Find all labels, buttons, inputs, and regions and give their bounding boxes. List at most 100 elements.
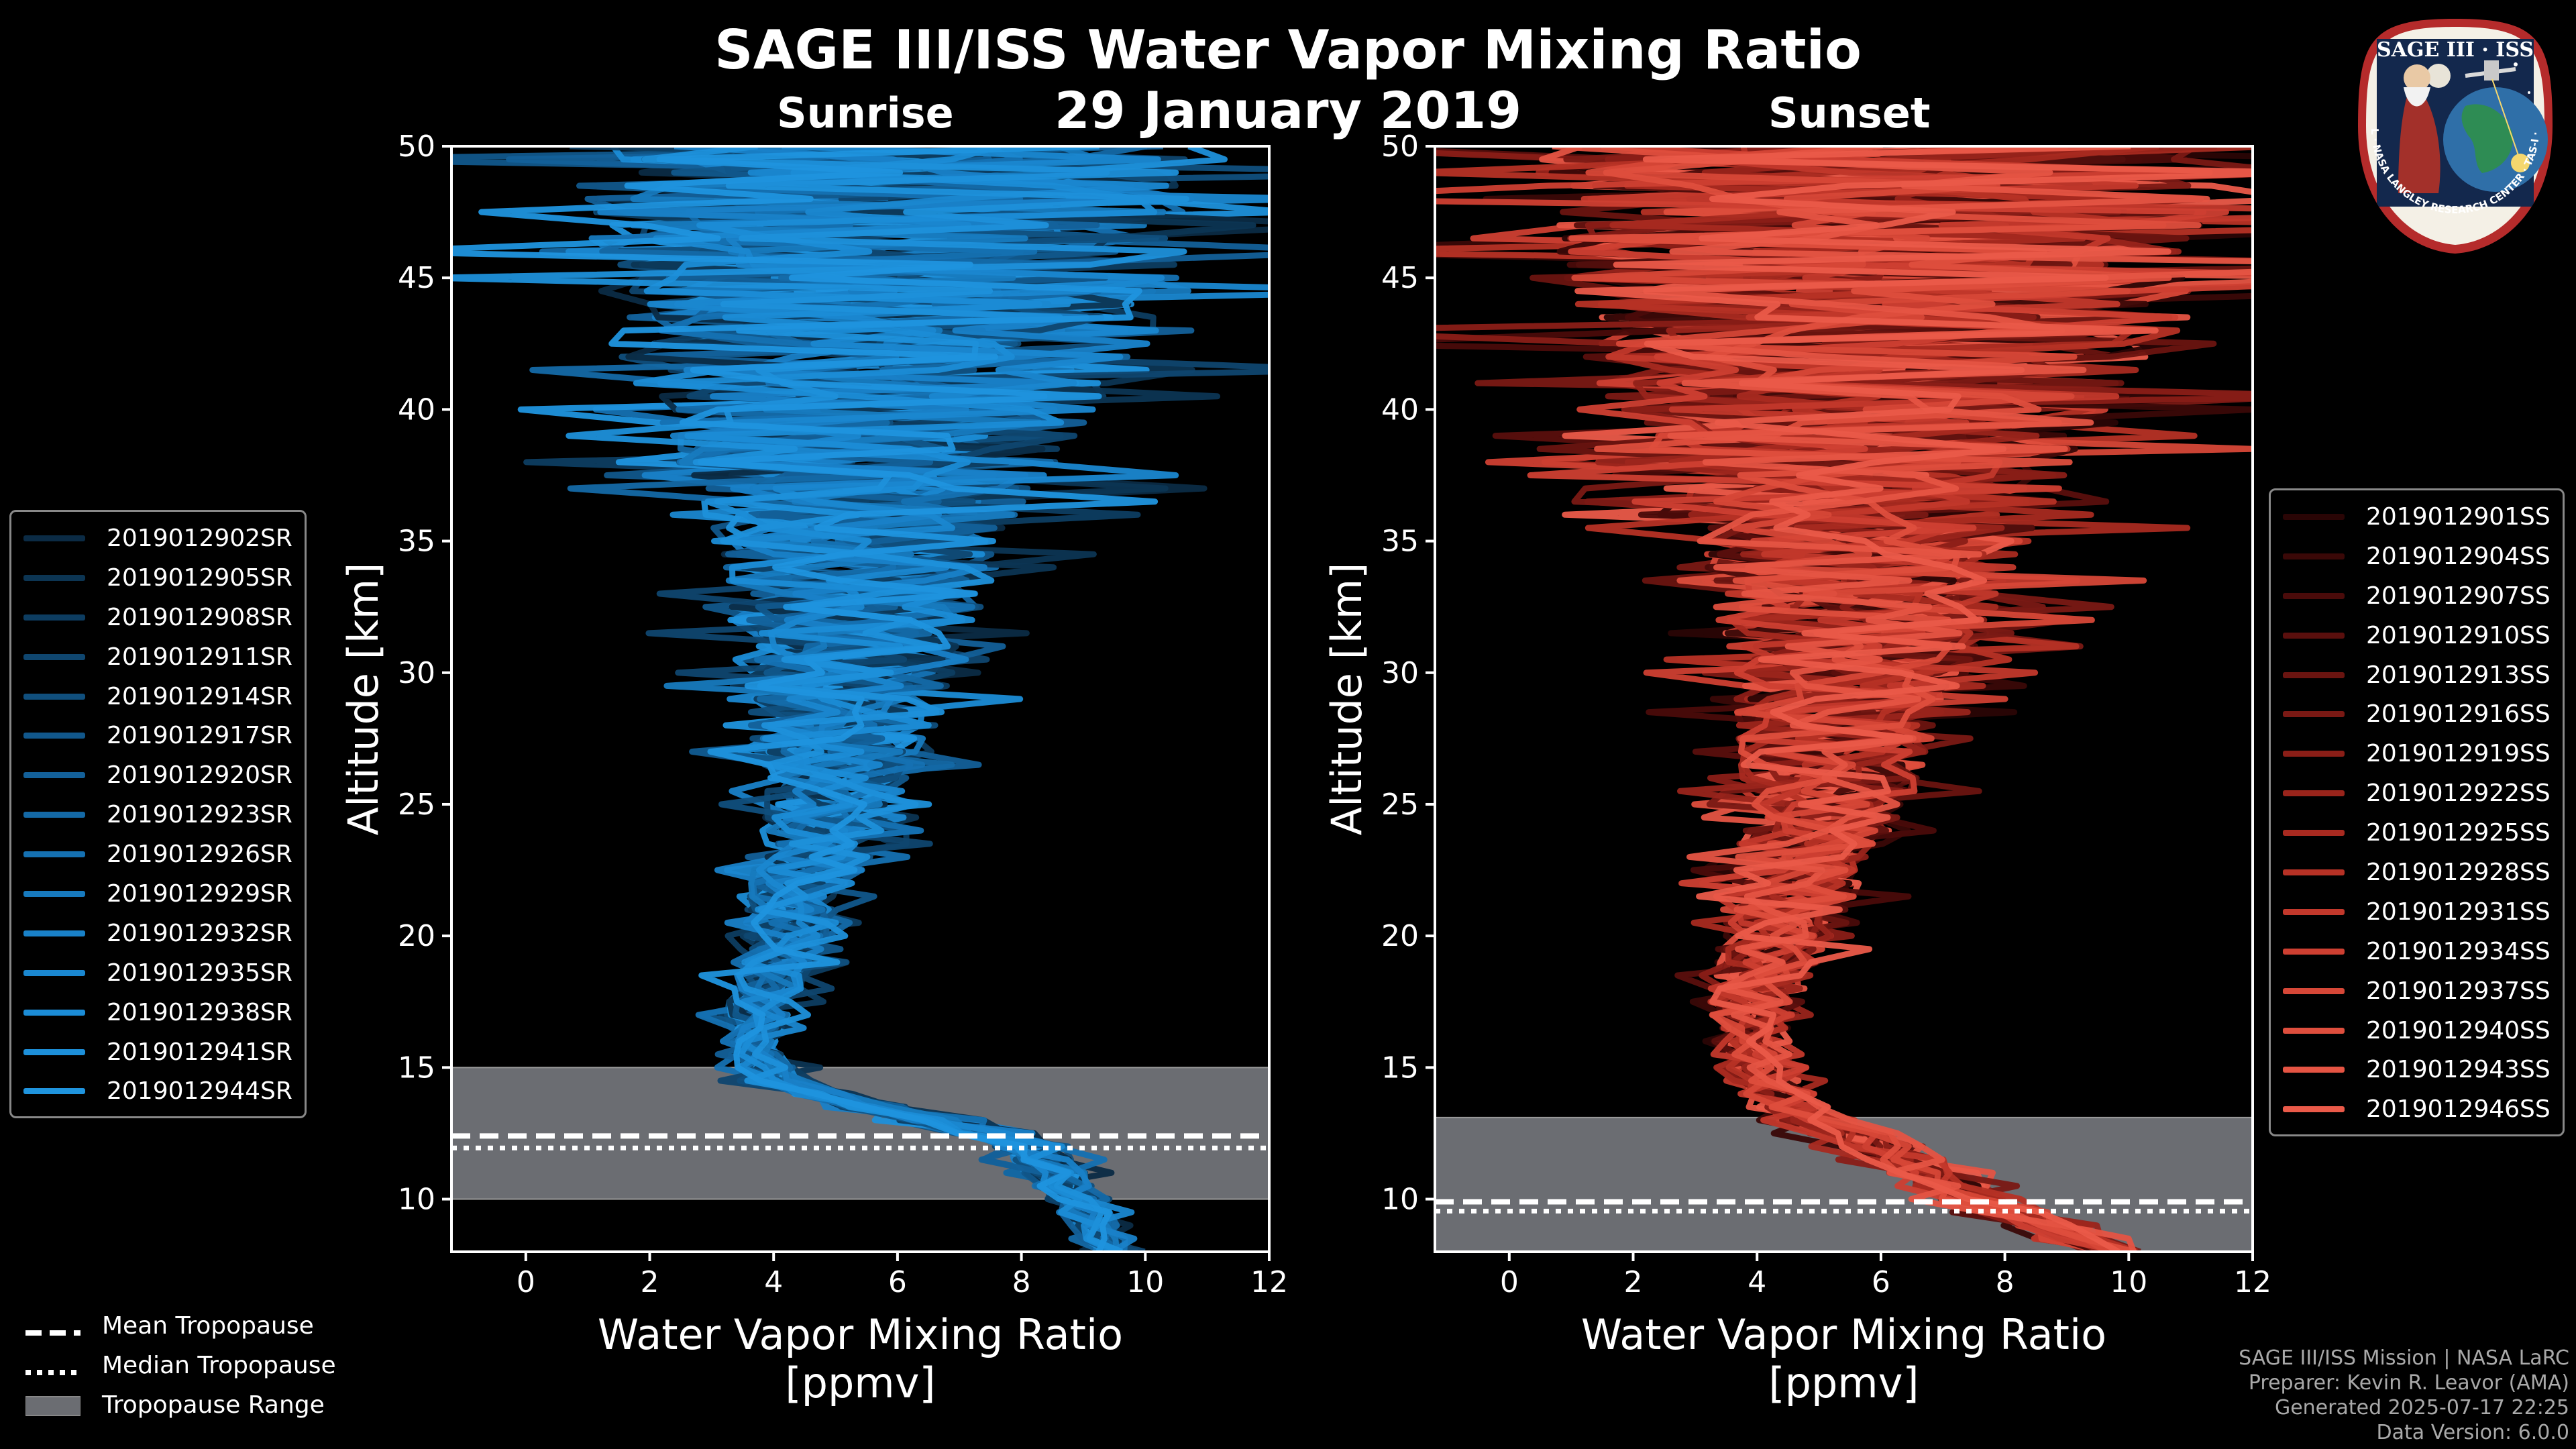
sunrise-legend-item: 2019012944SR — [23, 1071, 292, 1111]
sunrise-legend-swatch — [23, 693, 85, 700]
footer-version: Data Version: 6.0.0 — [2376, 1421, 2569, 1444]
footer-credits: SAGE III/ISS Mission | NASA LaRC Prepare… — [2239, 1346, 2569, 1445]
ss-profiles — [1435, 146, 2253, 1252]
sunset-legend-label: 2019012931SS — [2366, 898, 2551, 926]
sunset-legend-item: 2019012925SS — [2283, 813, 2551, 853]
sunrise-legend-label: 2019012902SR — [107, 524, 292, 552]
ss-xtick-label: 6 — [1872, 1265, 1890, 1299]
ss-xtick-label: 0 — [1500, 1265, 1519, 1299]
sunset-legend-item: 2019012934SS — [2283, 932, 2551, 971]
sunrise-legend-item: 2019012938SR — [23, 993, 292, 1032]
sr-profile-line — [643, 146, 1158, 1252]
sunrise-legend-swatch — [23, 733, 85, 739]
sunset-legend-item: 2019012907SS — [2283, 576, 2551, 616]
sunset-legend-item: 2019012901SS — [2283, 497, 2551, 537]
sr-profiles — [451, 146, 1269, 1252]
sunrise-legend-item: 2019012929SR — [23, 874, 292, 914]
mean-tropopause-key — [25, 1319, 80, 1336]
sunrise-legend-swatch — [23, 930, 85, 936]
ss-ytick-label: 40 — [1381, 392, 1419, 427]
ss-ytick-label: 35 — [1381, 525, 1419, 559]
legend-tropopause-range: Tropopause Range — [25, 1391, 325, 1419]
ss-ytick-label: 15 — [1381, 1051, 1419, 1085]
sunset-legend-swatch — [2283, 672, 2345, 678]
sunrise-legend-swatch — [23, 969, 85, 976]
sunset-legend-swatch — [2283, 751, 2345, 757]
ss-xtick-label: 10 — [2110, 1265, 2147, 1299]
ss-axes-frame — [1434, 145, 2254, 1253]
sr-xtick-label: 0 — [517, 1265, 535, 1299]
sunrise-legend-swatch — [23, 1009, 85, 1016]
sunset-legend-swatch — [2283, 948, 2345, 955]
sr-profile-line — [451, 146, 1159, 1252]
sunset-legend-label: 2019012916SS — [2366, 700, 2551, 729]
sunset-legend-label: 2019012946SS — [2366, 1095, 2551, 1124]
sunset-legend-swatch — [2283, 592, 2345, 599]
footer-mission: SAGE III/ISS Mission | NASA LaRC — [2239, 1346, 2569, 1370]
sunrise-legend-swatch — [23, 851, 85, 858]
sunrise-legend-label: 2019012929SR — [107, 879, 292, 908]
sunrise-legend-item: 2019012902SR — [23, 519, 292, 558]
ss-ytick-label: 45 — [1381, 261, 1419, 295]
mean-tropopause-label: Mean Tropopause — [102, 1312, 314, 1340]
sage-mission-logo: SAGE III · ISS BALL · NASA LANGLEY RESEA… — [2345, 12, 2553, 254]
sunrise-legend-label: 2019012908SR — [107, 603, 292, 631]
sr-xtick-label: 10 — [1126, 1265, 1164, 1299]
sunset-legend-swatch — [2283, 987, 2345, 994]
sunset-legend-swatch — [2283, 632, 2345, 639]
sunrise-legend-swatch — [23, 653, 85, 660]
ss-profile-line — [1574, 146, 2253, 1252]
sunset-legend-swatch — [2283, 1067, 2345, 1073]
sunset-legend-label: 2019012922SS — [2366, 780, 2551, 808]
sunrise-legend-swatch — [23, 812, 85, 818]
sunrise-legend-item: 2019012920SR — [23, 755, 292, 795]
sr-xaxis-label: Water Vapor Mixing Ratio — [598, 1310, 1123, 1359]
sunrise-legend-swatch — [23, 1049, 85, 1055]
sunrise-legend: 2019012902SR 2019012905SR 2019012908SR 2019… — [9, 510, 307, 1119]
sunset-legend-item: 2019012913SS — [2283, 655, 2551, 695]
sunrise-legend-item: 2019012905SR — [23, 558, 292, 598]
sunset-legend-label: 2019012913SS — [2366, 661, 2551, 689]
sunset-legend-item: 2019012931SS — [2283, 892, 2551, 932]
ss-xaxis-label: Water Vapor Mixing Ratio — [1581, 1310, 2106, 1359]
sunrise-legend-label: 2019012917SR — [107, 722, 292, 750]
sunset-legend-item: 2019012919SS — [2283, 734, 2551, 773]
sunset-legend-label: 2019012937SS — [2366, 977, 2551, 1005]
ss-xtick-label: 2 — [1624, 1265, 1643, 1299]
footer-preparer: Preparer: Kevin R. Leavor (AMA) — [2248, 1371, 2569, 1395]
sunset-legend: 2019012901SS 2019012904SS 2019012907SS 2019… — [2269, 488, 2565, 1137]
sunset-legend-swatch — [2283, 908, 2345, 915]
sunset-legend-swatch — [2283, 869, 2345, 875]
sunset-legend-label: 2019012910SS — [2366, 621, 2551, 649]
sunset-legend-swatch — [2283, 513, 2345, 520]
sunset-legend-label: 2019012907SS — [2366, 582, 2551, 610]
sr-ytick-label: 30 — [398, 656, 435, 690]
sr-ytick-label: 40 — [398, 392, 435, 427]
sunrise-legend-item: 2019012941SR — [23, 1032, 292, 1072]
tropopause-range-key — [25, 1395, 81, 1416]
sunset-legend-swatch — [2283, 790, 2345, 797]
sunset-legend-item: 2019012922SS — [2283, 773, 2551, 813]
median-tropopause-label: Median Tropopause — [102, 1352, 336, 1379]
ss-xaxis-label: [ppmv] — [1768, 1358, 1919, 1407]
sr-ytick-label: 15 — [398, 1051, 435, 1085]
ss-ytick-label: 20 — [1381, 919, 1419, 953]
sunrise-legend-label: 2019012941SR — [107, 1038, 292, 1066]
sunset-legend-item: 2019012928SS — [2283, 853, 2551, 892]
sr-ytick-label: 20 — [398, 919, 435, 953]
sunrise-legend-swatch — [23, 772, 85, 779]
ss-profile-line — [1552, 146, 2202, 1252]
figure-date: 29 January 2019 — [1054, 80, 1522, 140]
footer-generated: Generated 2025-07-17 22:25 — [2274, 1396, 2569, 1419]
sr-xtick-label: 8 — [1012, 1265, 1031, 1299]
sunrise-legend-swatch — [23, 890, 85, 897]
sunrise-legend-label: 2019012914SR — [107, 682, 292, 710]
sunset-legend-swatch — [2283, 553, 2345, 559]
ss-ytick-label: 10 — [1381, 1183, 1419, 1217]
ss-xtick-label: 4 — [1748, 1265, 1766, 1299]
sunrise-legend-label: 2019012938SR — [107, 998, 292, 1026]
sunrise-legend-item: 2019012914SR — [23, 677, 292, 716]
sunset-legend-item: 2019012904SS — [2283, 537, 2551, 576]
sunrise-legend-label: 2019012905SR — [107, 564, 292, 592]
